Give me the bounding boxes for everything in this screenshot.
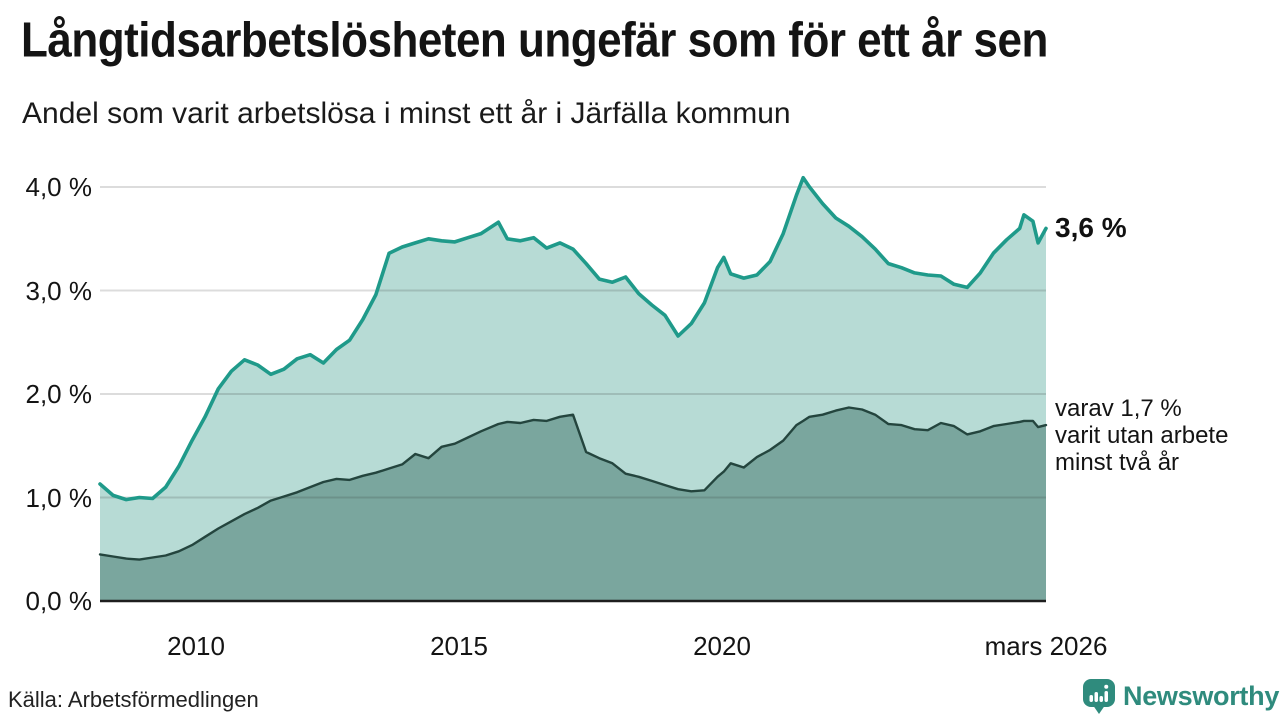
- two-year-annotation: varav 1,7 % varit utan arbete minst två …: [1055, 395, 1228, 476]
- y-tick-label: 1,0 %: [25, 482, 93, 513]
- y-tick-label: 0,0 %: [25, 586, 93, 616]
- x-tick-label: 2010: [167, 631, 225, 661]
- annotation-line: varav 1,7 %: [1055, 395, 1182, 422]
- annotation-line: minst två år: [1055, 449, 1180, 476]
- y-tick-label: 2,0 %: [25, 379, 93, 409]
- chart-subtitle: Andel som varit arbetslösa i minst ett å…: [22, 97, 791, 130]
- chart-title: Långtidsarbetslösheten ungefär som för e…: [21, 13, 1048, 68]
- source-note: Källa: Arbetsförmedlingen: [8, 687, 259, 712]
- newsworthy-logo-icon: [1083, 679, 1115, 714]
- x-tick-label: 2020: [693, 631, 751, 661]
- newsworthy-logo-text: Newsworthy: [1123, 681, 1280, 711]
- y-tick-label: 3,0 %: [25, 275, 93, 306]
- latest-value-label: 3,6 %: [1055, 212, 1127, 243]
- x-tick-label: 2015: [430, 631, 488, 661]
- y-tick-label: 4,0 %: [25, 172, 93, 202]
- annotation-line: varit utan arbete: [1055, 422, 1229, 449]
- newsworthy-logo: Newsworthy: [1082, 678, 1279, 715]
- x-tick-label: mars 2026: [984, 631, 1108, 661]
